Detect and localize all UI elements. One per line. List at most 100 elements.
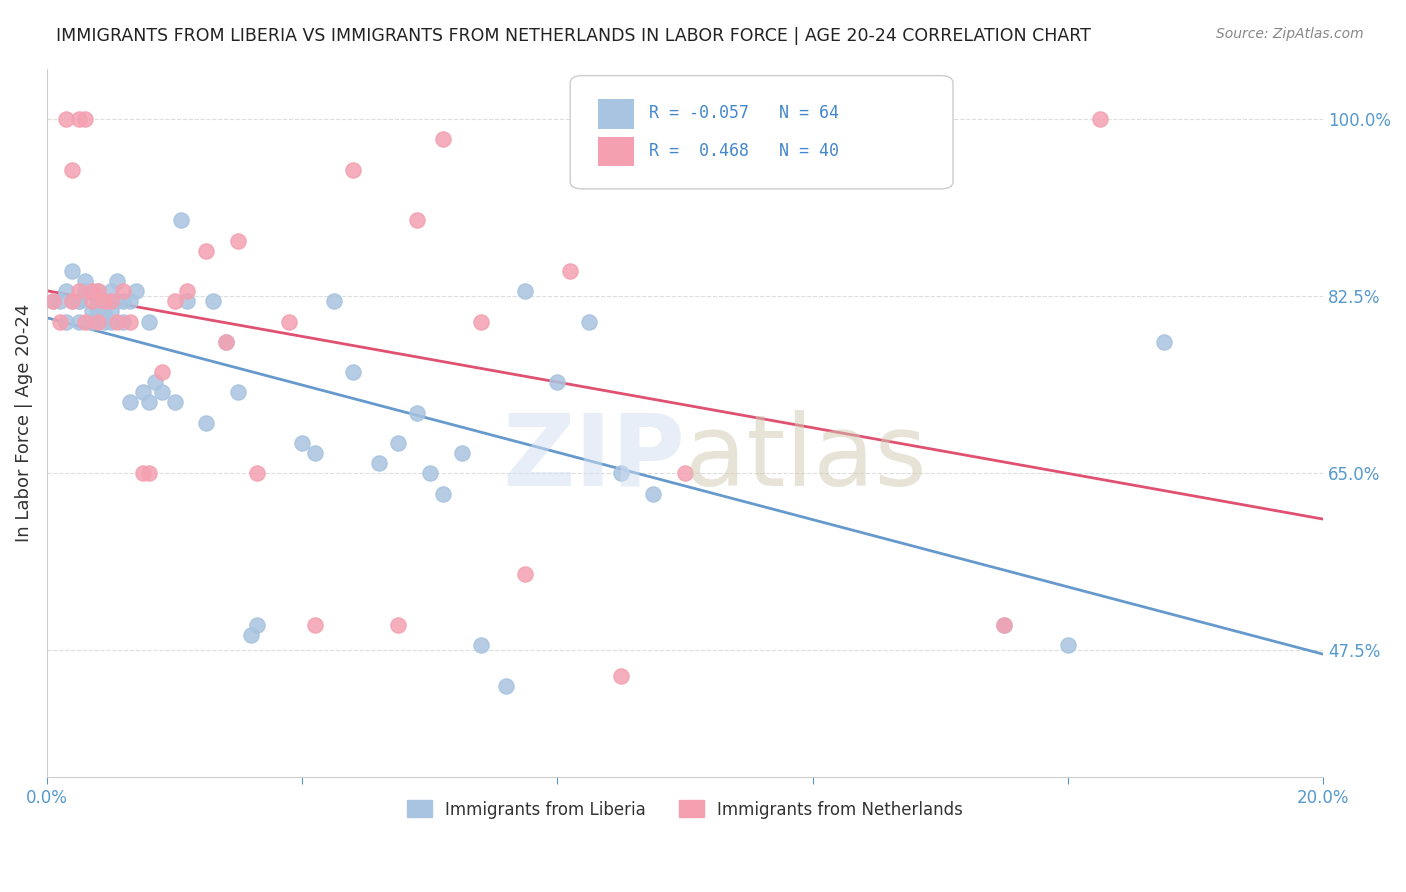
Point [100,314,122,328]
Point [1088,112,1111,127]
Point [93,294,115,309]
Point [560,264,582,278]
Text: atlas: atlas [685,409,927,507]
Text: R =  0.468   N = 40: R = 0.468 N = 40 [650,143,839,161]
Point [55,112,77,127]
Text: IMMIGRANTS FROM LIBERIA VS IMMIGRANTS FROM NETHERLANDS IN LABOR FORCE | AGE 20-2: IMMIGRANTS FROM LIBERIA VS IMMIGRANTS FR… [56,27,1091,45]
Point [138,395,160,409]
Point [304,618,326,632]
Point [515,567,537,582]
Point [387,436,409,450]
Point [100,284,122,298]
Point [118,294,141,309]
Point [80,284,103,298]
Point [323,294,346,309]
Point [387,618,409,632]
Point [495,679,517,693]
Point [55,284,77,298]
Point [470,638,492,652]
Point [246,618,269,632]
Point [75,274,97,288]
Point [67,284,90,298]
Point [170,213,193,227]
Point [643,486,665,500]
Point [112,294,135,309]
Text: R = -0.057   N = 64: R = -0.057 N = 64 [650,104,839,122]
Y-axis label: In Labor Force | Age 20-24: In Labor Force | Age 20-24 [15,303,32,541]
Point [67,294,90,309]
Point [87,294,110,309]
Point [93,314,115,328]
Point [131,467,153,481]
Point [118,395,141,409]
Point [367,456,389,470]
Point [138,314,160,328]
Point [201,294,224,309]
Point [42,294,65,309]
Point [195,244,218,258]
Point [100,294,122,309]
Point [105,314,128,328]
Point [42,294,65,309]
Point [80,314,103,328]
Point [48,294,70,309]
Point [80,304,103,318]
Point [112,284,135,298]
Point [112,314,135,328]
FancyBboxPatch shape [598,136,634,166]
FancyBboxPatch shape [598,99,634,128]
Point [80,284,103,298]
Point [75,314,97,328]
Point [67,314,90,328]
Point [240,628,263,642]
Point [214,334,236,349]
Point [406,406,429,420]
Point [145,375,167,389]
Point [150,385,173,400]
Text: Source: ZipAtlas.com: Source: ZipAtlas.com [1216,27,1364,41]
Point [406,213,429,227]
Point [432,132,454,146]
Point [246,467,269,481]
Point [304,446,326,460]
Point [93,304,115,318]
Text: ZIP: ZIP [502,409,685,507]
Point [214,334,236,349]
Point [291,436,314,450]
Point [67,294,90,309]
Point [673,467,696,481]
Point [48,314,70,328]
Point [100,304,122,318]
Point [75,112,97,127]
Point [342,162,364,177]
Point [176,284,198,298]
Legend: Immigrants from Liberia, Immigrants from Netherlands: Immigrants from Liberia, Immigrants from… [401,794,970,825]
Point [163,395,186,409]
Point [470,314,492,328]
Point [150,365,173,379]
Point [176,294,198,309]
Point [432,486,454,500]
Point [93,294,115,309]
Point [87,284,110,298]
Point [993,618,1015,632]
Point [87,284,110,298]
Point [610,467,633,481]
Point [578,314,600,328]
Point [67,112,90,127]
Point [118,314,141,328]
Point [138,467,160,481]
Point [105,294,128,309]
Point [278,314,301,328]
Point [80,294,103,309]
Point [125,284,148,298]
Point [87,314,110,328]
Point [610,668,633,682]
FancyBboxPatch shape [571,76,953,189]
Point [228,385,250,400]
Point [62,264,84,278]
Point [546,375,568,389]
Point [55,314,77,328]
Point [87,304,110,318]
Point [1057,638,1080,652]
